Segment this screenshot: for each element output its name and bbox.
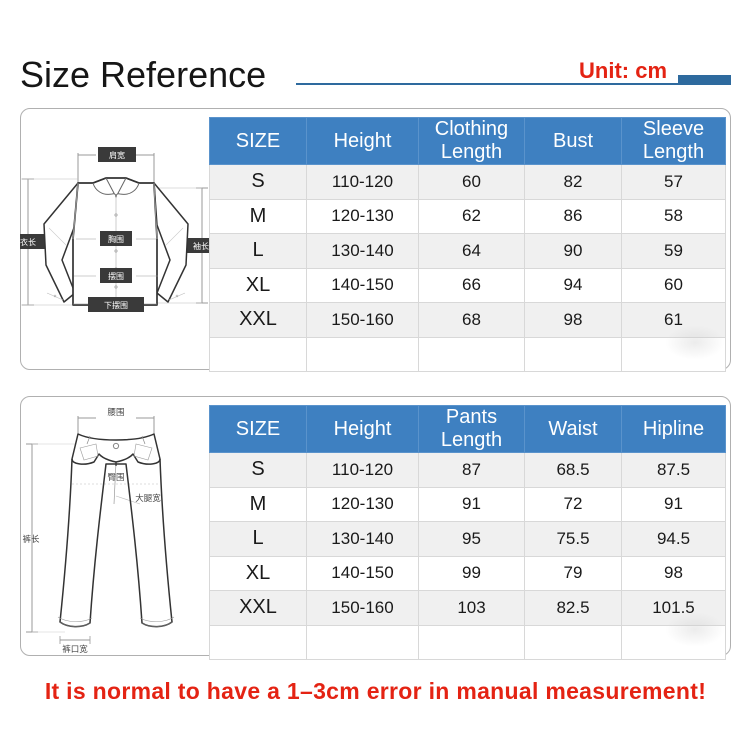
- svg-text:下摆围: 下摆围: [104, 300, 128, 310]
- svg-text:衣长: 衣长: [20, 237, 36, 247]
- svg-text:臀围: 臀围: [107, 472, 124, 482]
- svg-text:腰围: 腰围: [107, 407, 124, 417]
- svg-text:裤口宽: 裤口宽: [62, 644, 88, 654]
- svg-text:摆围: 摆围: [108, 271, 124, 281]
- svg-text:胸围: 胸围: [108, 234, 124, 244]
- svg-text:裤长: 裤长: [22, 534, 40, 544]
- svg-text:大腿宽: 大腿宽: [135, 493, 161, 503]
- svg-text:肩宽: 肩宽: [109, 150, 125, 160]
- svg-text:袖长: 袖长: [193, 241, 209, 251]
